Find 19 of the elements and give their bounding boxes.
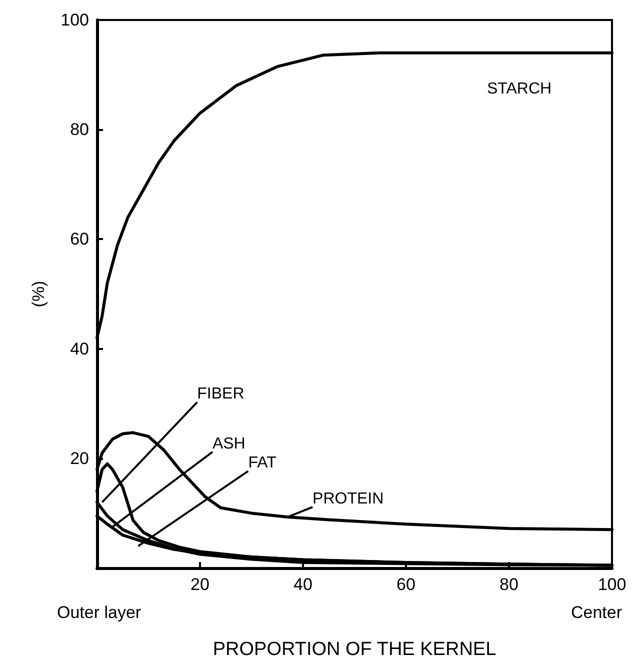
x-tick-label: 40 [294,575,312,594]
x-tick-label: 100 [598,575,626,594]
x-tick-label: 80 [500,575,518,594]
x-axis-title: PROPORTION OF THE KERNEL [212,639,496,660]
y-tick-label: 60 [70,230,89,249]
text: Outer layer [57,603,142,622]
annotation: ASH [212,435,246,452]
annotation: FIBER [197,386,244,403]
y-axis-title: (%) [29,280,48,308]
y-tick-label: 80 [70,120,89,140]
text: Center [570,603,622,622]
x-tick-label: 20 [190,575,210,594]
x-tick-label: 60 [396,575,416,594]
annotation: STARCH [487,80,552,98]
y-tick-label: 20 [70,448,89,468]
y-tick-label: 40 [70,339,89,358]
annotation: FAT [248,454,277,472]
y-tick-label: 100 [60,10,89,30]
annotation: PROTEIN [312,490,384,508]
